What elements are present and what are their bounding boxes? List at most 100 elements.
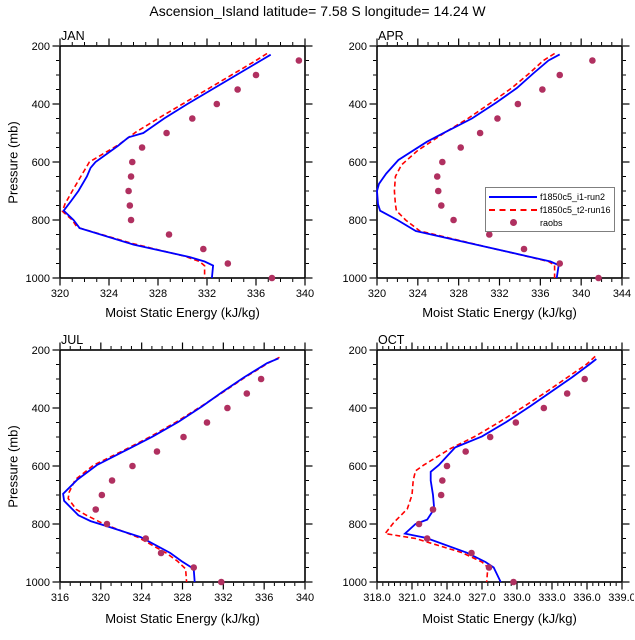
raobs-point xyxy=(520,245,528,253)
raobs-point xyxy=(563,390,571,397)
y-tick-label: 1000 xyxy=(343,273,367,285)
figure-title: Ascension_Island latitude= 7.58 S longit… xyxy=(149,3,486,19)
x-tick-label: 321.0 xyxy=(398,592,426,604)
legend-label-run2: f1850c5_i1-run2 xyxy=(540,191,606,202)
y-axis-title-top-row: Pressure (mb) xyxy=(5,121,21,204)
raobs-point xyxy=(540,404,548,412)
raobs-point xyxy=(438,202,445,209)
x-tick-label: 336 xyxy=(255,592,273,604)
x-axis-title-oct: Moist Static Energy (kJ/kg) xyxy=(422,611,577,626)
series-run16-line xyxy=(61,52,268,278)
legend-solid-line-icon xyxy=(489,195,537,198)
raobs-point xyxy=(439,158,446,166)
raobs-point xyxy=(200,245,207,253)
raobs-point xyxy=(486,433,494,441)
x-tick-label: 328 xyxy=(173,592,191,604)
x-tick-label: 336 xyxy=(531,288,549,300)
raobs-point xyxy=(125,187,132,195)
x-tick-label: 332 xyxy=(214,592,232,604)
raobs-point xyxy=(268,274,276,282)
x-tick-label: 333.0 xyxy=(538,592,566,604)
raobs-point xyxy=(429,506,437,513)
legend-label-raobs: raobs xyxy=(540,217,563,228)
panel-label-oct: OCT xyxy=(378,333,405,347)
x-tick-label: 328 xyxy=(149,288,167,300)
raobs-point xyxy=(126,202,134,209)
raobs-point xyxy=(510,578,517,586)
y-tick-label: 1000 xyxy=(26,577,50,589)
raobs-point xyxy=(190,564,198,571)
raobs-point xyxy=(153,448,161,455)
y-tick-label: 200 xyxy=(32,345,50,357)
y-axis-title-bottom-row: Pressure (mb) xyxy=(5,425,21,508)
raobs-point xyxy=(439,477,446,484)
raobs-point xyxy=(589,57,596,64)
x-tick-label: 327.0 xyxy=(468,592,496,604)
y-tick-label: 400 xyxy=(349,403,367,415)
panel-label-jul: JUL xyxy=(61,333,84,347)
series-run2-line xyxy=(403,358,597,583)
x-tick-label: 332 xyxy=(490,288,508,300)
plot-frame xyxy=(376,349,623,583)
y-tick-label: 800 xyxy=(349,519,367,531)
raobs-point xyxy=(595,274,602,282)
series-run2-line xyxy=(62,53,272,279)
x-tick-label: 339.0 xyxy=(608,592,634,604)
raobs-point xyxy=(581,375,588,383)
raobs-point xyxy=(138,144,146,151)
legend-dashed-line-icon xyxy=(489,208,537,211)
raobs-point xyxy=(468,549,475,557)
raobs-point xyxy=(450,216,457,224)
x-tick-label: 320 xyxy=(368,288,386,300)
raobs-point xyxy=(423,535,431,542)
y-tick-label: 400 xyxy=(349,99,367,111)
x-tick-label: 340 xyxy=(296,592,314,604)
y-tick-label: 400 xyxy=(32,99,50,111)
x-tick-label: 320 xyxy=(51,288,69,300)
x-tick-label: 324 xyxy=(100,288,118,300)
x-tick-label: 320 xyxy=(92,592,110,604)
x-axis-title-jan: Moist Static Energy (kJ/kg) xyxy=(105,305,260,320)
raobs-point xyxy=(539,86,546,93)
series-run2-line xyxy=(62,357,279,583)
raobs-point xyxy=(103,520,111,528)
raobs-point xyxy=(129,462,136,470)
raobs-point xyxy=(157,549,165,557)
raobs-point xyxy=(485,231,493,238)
raobs-point xyxy=(556,260,564,267)
y-tick-label: 200 xyxy=(349,345,367,357)
raobs-point xyxy=(295,57,303,64)
y-tick-label: 800 xyxy=(32,519,50,531)
x-tick-label: 324 xyxy=(409,288,427,300)
raobs-point xyxy=(514,100,522,108)
legend-item-run16: f1850c5_t2-run16 xyxy=(489,204,613,216)
y-tick-label: 200 xyxy=(349,41,367,53)
y-tick-label: 200 xyxy=(32,41,50,53)
raobs-point xyxy=(437,491,445,499)
x-tick-label: 340 xyxy=(296,288,314,300)
series-run16-line xyxy=(383,355,596,583)
legend: f1850c5_i1-run2 f1850c5_t2-run16 raobs xyxy=(485,187,615,232)
x-tick-label: 328 xyxy=(449,288,467,300)
raobs-point xyxy=(165,231,173,238)
raobs-point xyxy=(434,187,442,195)
x-tick-label: 332 xyxy=(198,288,216,300)
raobs-point xyxy=(98,491,106,499)
legend-item-raobs: raobs xyxy=(489,217,613,229)
raobs-point xyxy=(128,158,136,166)
panel-label-jan: JAN xyxy=(61,29,85,43)
raobs-point xyxy=(180,433,187,441)
panel-label-apr: APR xyxy=(378,29,404,43)
y-tick-label: 600 xyxy=(349,157,367,169)
raobs-point xyxy=(127,173,135,180)
raobs-point xyxy=(224,260,232,267)
series-run2-line xyxy=(376,53,561,279)
raobs-point xyxy=(127,216,135,224)
x-tick-label: 344 xyxy=(613,288,631,300)
y-tick-label: 1000 xyxy=(343,577,367,589)
plot-panel-apr: 320 324 328 332 336 340 344 200 400 600 800 1000 xyxy=(343,38,631,300)
plot-frame xyxy=(376,45,623,279)
y-tick-label: 800 xyxy=(32,215,50,227)
legend-item-run2: f1850c5_i1-run2 xyxy=(489,191,613,203)
raobs-point xyxy=(108,477,116,484)
